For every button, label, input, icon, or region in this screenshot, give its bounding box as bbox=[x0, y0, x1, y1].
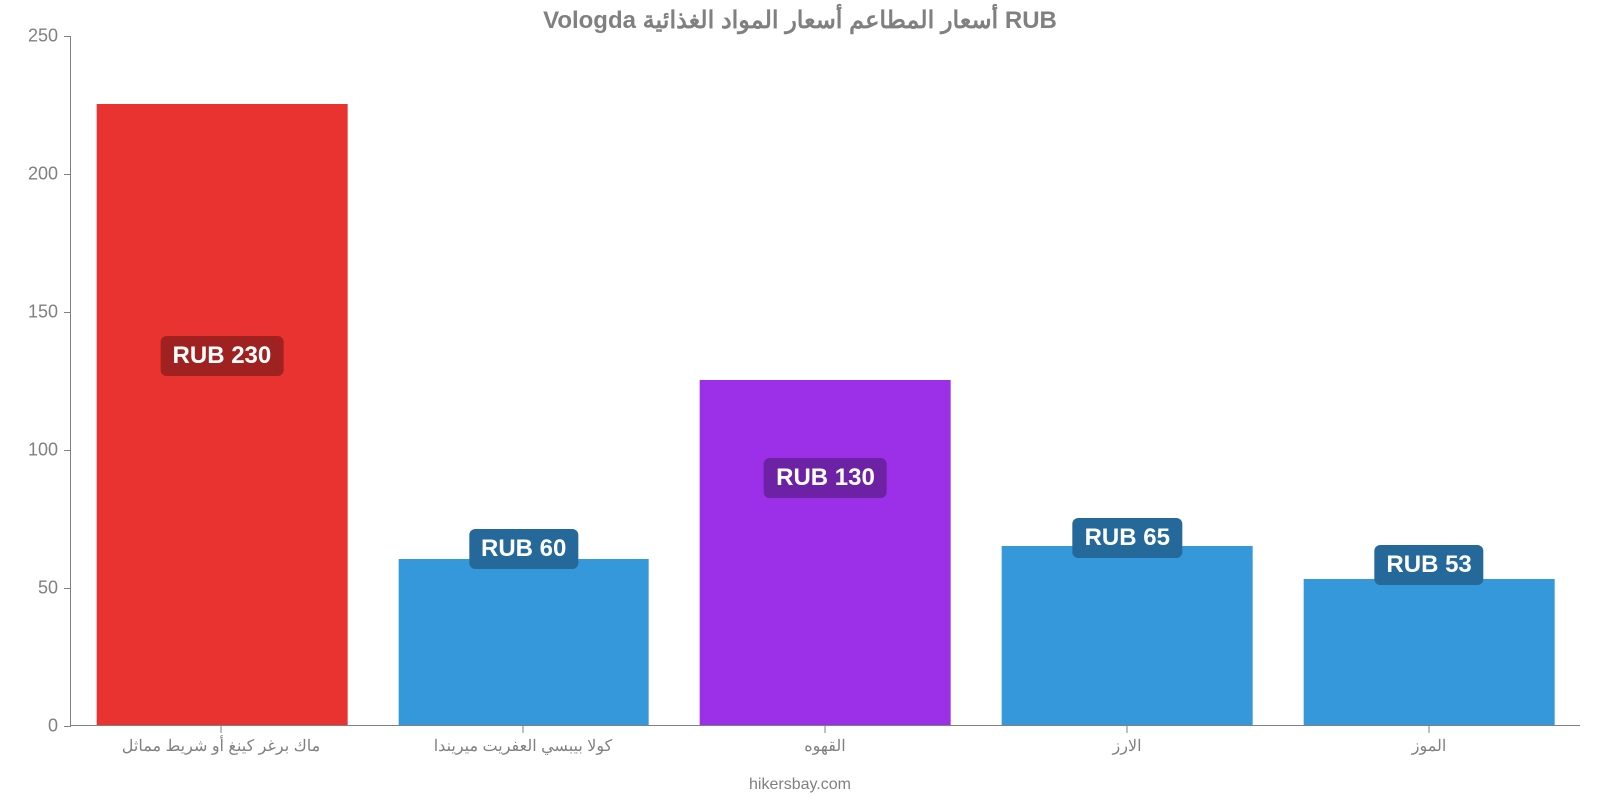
chart-title: Vologda أسعار المطاعم أسعار المواد الغذا… bbox=[0, 0, 1600, 35]
y-tick bbox=[64, 36, 71, 37]
y-tick bbox=[64, 312, 71, 313]
bar bbox=[1002, 546, 1253, 725]
x-tick bbox=[825, 726, 826, 733]
bar-slot: RUB 60 bbox=[373, 36, 675, 725]
bar-value-label: RUB 230 bbox=[161, 336, 284, 376]
x-tick-slot: ماك برغر كينغ أو شريط مماثل bbox=[70, 726, 372, 766]
y-tick bbox=[64, 450, 71, 451]
x-tick-slot: القهوه bbox=[674, 726, 976, 766]
y-tick-label: 150 bbox=[28, 302, 58, 323]
x-tick-label: القهوه bbox=[804, 736, 845, 756]
x-tick-slot: الموز bbox=[1278, 726, 1580, 766]
bar-slot: RUB 130 bbox=[675, 36, 977, 725]
bar-value-label: RUB 60 bbox=[469, 529, 578, 569]
y-tick-label: 200 bbox=[28, 164, 58, 185]
bar-slot: RUB 65 bbox=[976, 36, 1278, 725]
bar bbox=[398, 559, 649, 725]
bar bbox=[97, 104, 348, 725]
y-tick-label: 250 bbox=[28, 26, 58, 47]
bar-value-label: RUB 65 bbox=[1073, 518, 1182, 558]
y-tick-label: 0 bbox=[48, 716, 58, 737]
y-axis: 050100150200250 bbox=[0, 36, 70, 726]
bar-value-label: RUB 53 bbox=[1374, 545, 1483, 585]
x-axis: ماك برغر كينغ أو شريط مماثل كولا بيبسي ال… bbox=[70, 726, 1580, 766]
x-tick-label: ماك برغر كينغ أو شريط مماثل bbox=[122, 736, 320, 756]
x-tick bbox=[1127, 726, 1128, 733]
chart-area: RUB 230 RUB 60 RUB 130 RUB 65 RUB 53 bbox=[70, 36, 1580, 726]
bar bbox=[1304, 579, 1555, 725]
x-tick-slot: كولا بيبسي العفريت ميريندا bbox=[372, 726, 674, 766]
bar-slot: RUB 53 bbox=[1278, 36, 1580, 725]
x-tick-slot: الارز bbox=[976, 726, 1278, 766]
y-tick-label: 50 bbox=[38, 578, 58, 599]
y-tick bbox=[64, 588, 71, 589]
x-tick-label: الارز bbox=[1112, 736, 1141, 756]
x-tick-label: كولا بيبسي العفريت ميريندا bbox=[434, 736, 613, 756]
x-tick bbox=[1429, 726, 1430, 733]
bar-value-label: RUB 130 bbox=[764, 458, 887, 498]
x-tick bbox=[523, 726, 524, 733]
y-tick-label: 100 bbox=[28, 440, 58, 461]
bar bbox=[700, 380, 951, 725]
bars-container: RUB 230 RUB 60 RUB 130 RUB 65 RUB 53 bbox=[71, 36, 1580, 725]
x-tick-label: الموز bbox=[1412, 736, 1447, 756]
x-tick bbox=[221, 726, 222, 733]
y-tick bbox=[64, 174, 71, 175]
bar-slot: RUB 230 bbox=[71, 36, 373, 725]
plot-area: RUB 230 RUB 60 RUB 130 RUB 65 RUB 53 bbox=[70, 36, 1580, 726]
credit-text: hikersbay.com bbox=[0, 776, 1600, 794]
